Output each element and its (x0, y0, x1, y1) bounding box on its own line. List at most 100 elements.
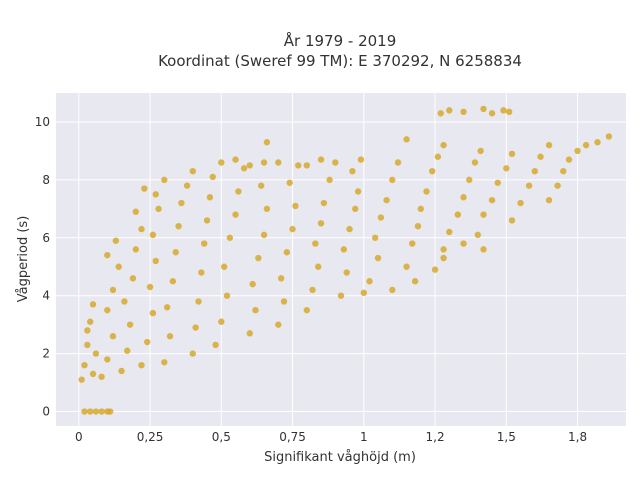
data-point (377, 214, 385, 221)
x-tick-label: 1,2 (426, 430, 445, 444)
data-point (84, 341, 91, 349)
data-point (488, 110, 496, 117)
data-point (545, 141, 553, 149)
data-points (78, 105, 613, 415)
data-point (118, 367, 125, 375)
data-point (440, 141, 447, 149)
data-point (98, 408, 105, 415)
y-axis-ticks: 0 2 4 6 8 10 (35, 115, 50, 419)
data-point (209, 173, 216, 181)
data-point (226, 234, 234, 241)
y-tick-label: 4 (42, 289, 50, 303)
data-point (409, 240, 416, 247)
data-point (429, 167, 436, 175)
data-point (417, 205, 424, 213)
data-point (531, 167, 538, 175)
data-point (303, 306, 310, 314)
data-point (189, 167, 196, 175)
data-point (223, 292, 231, 299)
data-point (525, 182, 533, 189)
data-point (440, 254, 447, 262)
data-point (141, 185, 148, 192)
data-point (352, 205, 359, 213)
data-point (258, 182, 265, 189)
data-point (198, 269, 205, 276)
data-point (161, 176, 168, 184)
x-tick-label: 1,5 (497, 430, 516, 444)
data-point (144, 338, 151, 346)
data-point (104, 356, 111, 363)
data-point (87, 408, 94, 415)
data-point (565, 156, 573, 163)
data-point (460, 240, 467, 247)
data-point (104, 251, 111, 259)
data-point (537, 153, 544, 160)
data-point (178, 199, 185, 207)
x-axis-title: Signifikant våghöjd (m) (264, 450, 416, 465)
data-point (115, 263, 122, 270)
data-point (383, 196, 390, 204)
data-point (317, 156, 325, 163)
data-point (81, 361, 88, 369)
data-point (87, 318, 94, 325)
x-tick-label: 0,75 (279, 430, 306, 444)
data-point (454, 211, 462, 218)
data-point (104, 306, 111, 314)
data-point (121, 298, 128, 305)
data-point (189, 350, 196, 357)
data-point (277, 275, 285, 282)
y-tick-label: 0 (42, 405, 50, 419)
data-point (78, 376, 85, 383)
data-point (360, 289, 367, 296)
data-point (440, 246, 447, 253)
data-point (246, 162, 253, 169)
x-tick-label: 1,8 (568, 430, 587, 444)
data-point (446, 107, 453, 114)
data-point (394, 159, 402, 166)
data-point (206, 194, 214, 201)
data-point (508, 217, 516, 224)
data-point (446, 228, 453, 236)
y-tick-label: 6 (42, 231, 50, 245)
data-point (255, 254, 262, 262)
data-point (175, 223, 182, 230)
data-point (275, 321, 282, 328)
data-point (249, 280, 256, 288)
data-point (503, 165, 510, 172)
data-point (471, 159, 479, 166)
data-point (84, 327, 91, 334)
data-point (460, 108, 467, 116)
data-point (109, 333, 117, 340)
data-point (303, 162, 310, 169)
chart-title-line2: Koordinat (Sweref 99 TM): E 370292, N 62… (158, 52, 522, 70)
data-point (195, 298, 202, 305)
data-point (295, 162, 302, 169)
data-point (343, 269, 350, 276)
data-point (605, 133, 613, 140)
data-point (220, 263, 228, 270)
data-point (218, 318, 225, 325)
data-point (500, 107, 507, 114)
data-point (317, 220, 325, 227)
data-point (389, 286, 396, 294)
data-point (403, 263, 410, 270)
data-point (112, 237, 120, 244)
data-point (138, 361, 145, 369)
data-point (346, 225, 353, 233)
plot-area (56, 93, 626, 426)
data-point (155, 205, 162, 213)
data-point (146, 283, 154, 291)
data-point (98, 373, 105, 380)
data-point (434, 153, 442, 160)
x-tick-label: 0 (75, 430, 83, 444)
data-point (169, 278, 177, 285)
data-point (320, 199, 328, 207)
data-point (161, 359, 168, 366)
data-point (372, 234, 379, 241)
data-point (201, 240, 208, 247)
data-point (81, 408, 88, 415)
data-point (172, 249, 179, 256)
data-point (554, 182, 561, 189)
data-point (354, 188, 362, 195)
data-point (289, 225, 296, 233)
